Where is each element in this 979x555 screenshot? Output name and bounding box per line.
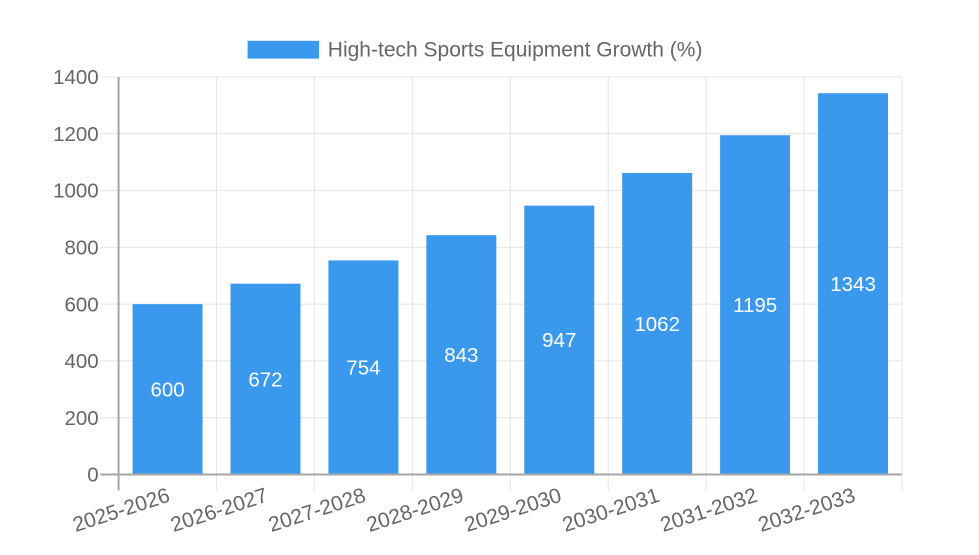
svg-text:0: 0 [87, 464, 98, 487]
svg-text:843: 843 [444, 344, 478, 367]
svg-text:754: 754 [346, 357, 380, 380]
svg-text:672: 672 [248, 368, 282, 391]
svg-text:1343: 1343 [830, 273, 876, 296]
svg-text:600: 600 [150, 378, 184, 401]
svg-text:1062: 1062 [634, 313, 680, 336]
svg-text:800: 800 [64, 237, 98, 260]
svg-text:1400: 1400 [53, 66, 99, 89]
svg-text:1195: 1195 [733, 294, 777, 317]
svg-text:High-tech Sports Equipment Gro: High-tech Sports Equipment Growth (%) [328, 39, 703, 62]
svg-text:200: 200 [64, 407, 98, 430]
svg-text:947: 947 [542, 329, 576, 352]
svg-text:1200: 1200 [53, 123, 99, 146]
svg-text:400: 400 [64, 350, 98, 373]
svg-text:600: 600 [64, 293, 98, 316]
svg-text:1000: 1000 [53, 180, 99, 203]
